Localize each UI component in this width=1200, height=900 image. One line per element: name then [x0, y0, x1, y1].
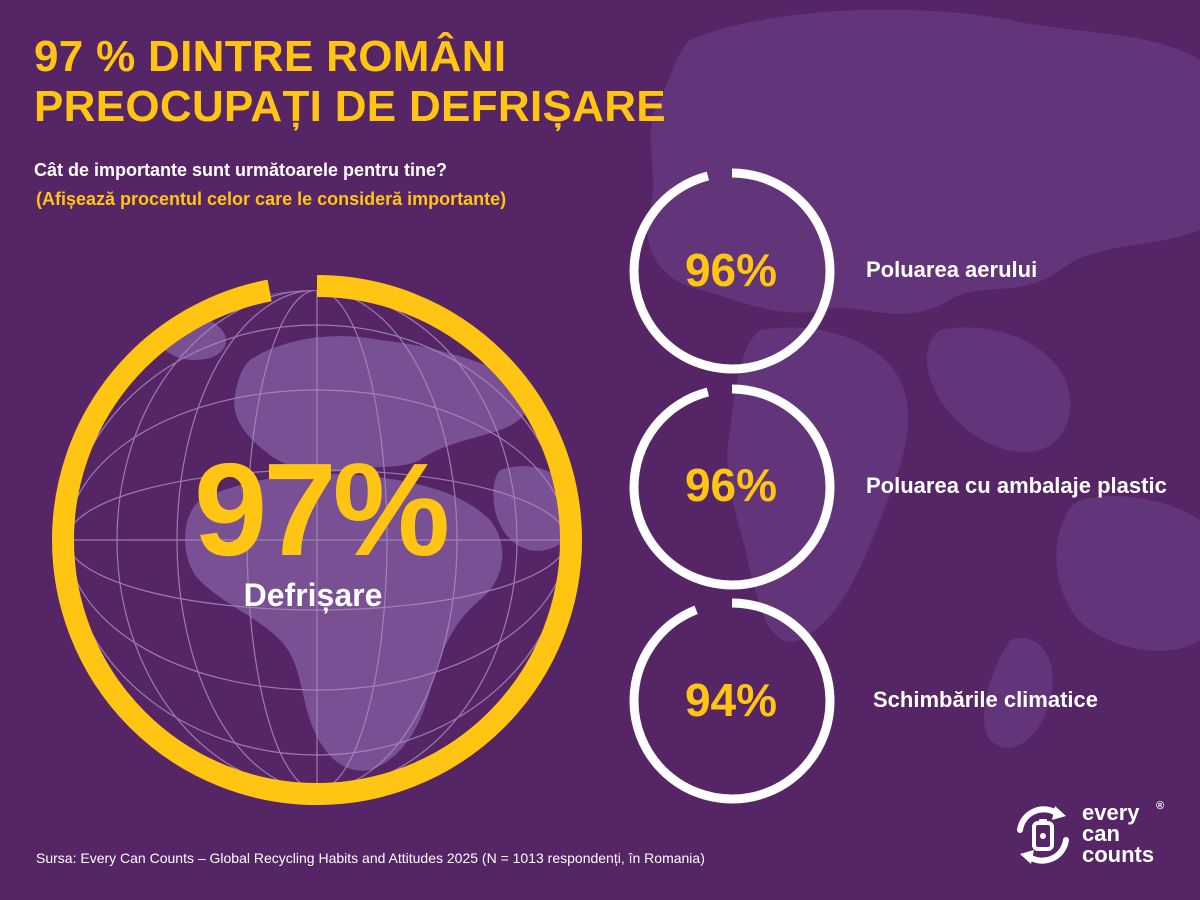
survey-question: Cât de importante sunt următoarele pentr… — [34, 160, 448, 180]
survey-question-note: (Afișează procentul celor care le consid… — [36, 189, 507, 209]
recycling-can-icon — [1017, 806, 1069, 864]
logo-wordmark: every can counts — [1082, 800, 1155, 867]
category-label-schimbarile-climatice: Schimbările climatice — [873, 687, 1098, 712]
every-can-counts-logo: every can counts ® — [1008, 798, 1178, 878]
ring-schimbarile-climatice — [629, 598, 835, 804]
category-label-poluarea-aerului: Poluarea aerului — [866, 257, 1038, 282]
ring-poluarea-ambalaje — [629, 384, 835, 590]
page-title: 97 % DINTRE ROMÂNI PREOCUPAȚI DE DEFRIȘA… — [34, 32, 666, 132]
title-line-2: PREOCUPAȚI DE DEFRIȘARE — [34, 82, 666, 131]
source-note: Sursa: Every Can Counts – Global Recycli… — [36, 850, 705, 866]
ring-poluarea-aerului — [629, 168, 835, 374]
logo-line-can: can — [1082, 821, 1120, 846]
category-label-defrisare: Defrișare — [243, 577, 383, 613]
value-label-defrisare: 97% — [193, 436, 450, 583]
value-label-poluarea-aerului: 96% — [684, 244, 778, 296]
value-label-schimbarile-climatice: 94% — [684, 674, 778, 726]
category-label-poluarea-ambalaje: Poluarea cu ambalaje plastic — [866, 473, 1167, 498]
ring-defrisare — [52, 275, 582, 805]
registered-mark: ® — [1156, 800, 1165, 812]
title-line-1: 97 % DINTRE ROMÂNI — [34, 32, 507, 81]
logo-line-every: every — [1082, 800, 1140, 825]
value-label-poluarea-ambalaje: 96% — [684, 459, 778, 511]
logo-line-counts: counts — [1082, 842, 1155, 867]
globe-icon — [67, 290, 567, 790]
